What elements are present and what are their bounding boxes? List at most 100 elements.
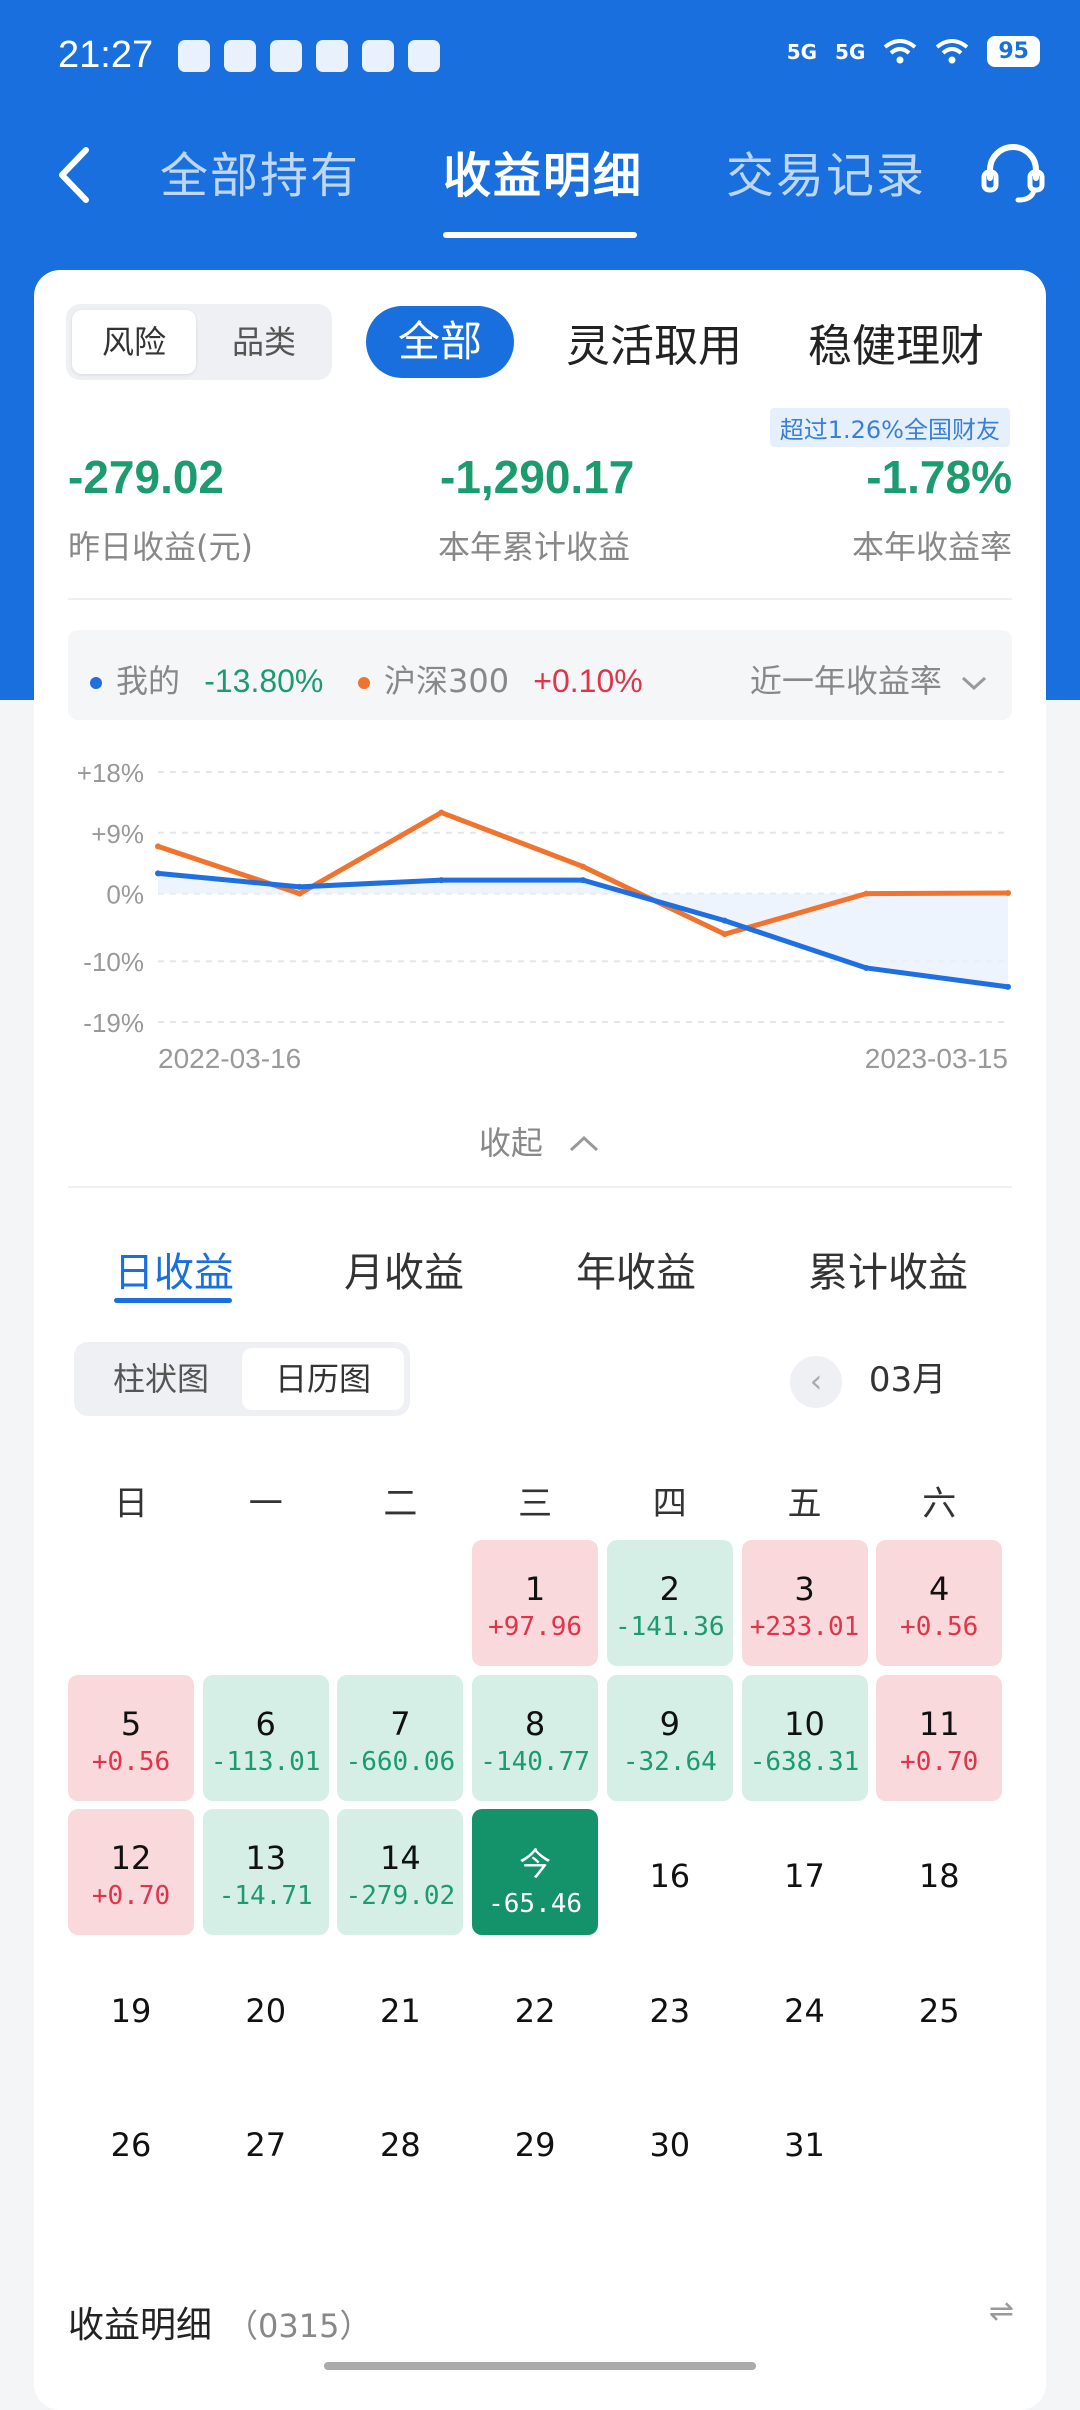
calendar-day[interactable]: 20 xyxy=(203,1944,329,2070)
period-label: 近一年收益率 xyxy=(749,662,942,700)
legend-benchmark-value: +0.10% xyxy=(533,663,643,699)
divider xyxy=(68,598,1012,600)
yesterday-earnings-value: -279.02 xyxy=(68,451,225,503)
calendar-day[interactable]: 4 +0.56 xyxy=(876,1540,1003,1666)
calendar-day[interactable]: 22 xyxy=(472,1944,598,2070)
month-navigator: ‹ 03月 xyxy=(790,1352,946,1408)
calendar-day-number: 今 xyxy=(519,1845,552,1883)
calendar-day[interactable]: 30 xyxy=(607,2078,733,2204)
calendar-day[interactable]: 16 xyxy=(607,1809,733,1935)
segment-risk[interactable]: 风险 xyxy=(72,310,196,374)
status-time: 21:27 xyxy=(58,34,154,76)
view-bar-chart[interactable]: 柱状图 xyxy=(112,1360,209,1398)
legend-benchmark-label: 沪深300 xyxy=(384,662,510,700)
active-tab-indicator xyxy=(443,232,637,238)
prev-month-button[interactable]: ‹ xyxy=(790,1355,842,1408)
legend-mine-dot xyxy=(90,677,102,689)
calendar-day[interactable]: 1 +97.96 xyxy=(472,1540,599,1666)
calendar-day[interactable]: 17 xyxy=(742,1809,868,1935)
calendar-day[interactable]: 12 +0.70 xyxy=(68,1809,194,1935)
weekday-label: 二 xyxy=(383,1484,418,1524)
segment-category[interactable]: 品类 xyxy=(231,323,296,361)
calendar-day[interactable]: 19 xyxy=(68,1944,194,2070)
calendar-day[interactable]: 14 -279.02 xyxy=(337,1809,464,1935)
calendar-day-number: 23 xyxy=(649,1991,691,2030)
calendar-day[interactable]: 10 -638.31 xyxy=(741,1674,868,1801)
calendar-day[interactable]: 23 xyxy=(607,1944,733,2070)
category-flexible[interactable]: 灵活取用 xyxy=(566,321,742,372)
tab-daily-returns[interactable]: 日收益 xyxy=(114,1250,234,1296)
calendar-day[interactable]: 13 -14.71 xyxy=(202,1809,329,1935)
calendar-day[interactable]: 3 +233.01 xyxy=(741,1540,868,1666)
calendar-day[interactable]: 31 xyxy=(742,2078,868,2204)
calendar-day[interactable]: 18 xyxy=(876,1809,1002,1935)
y-tick-label: -19% xyxy=(83,1008,144,1038)
ytd-rate-label: 本年收益率 xyxy=(851,528,1012,566)
tab-cumulative-returns[interactable]: 累计收益 xyxy=(808,1250,968,1296)
ytd-earnings-label: 本年累计收益 xyxy=(438,528,631,566)
mine-point xyxy=(580,877,586,884)
tab-transactions[interactable]: 交易记录 xyxy=(726,148,927,204)
calendar-day[interactable]: 6 -113.01 xyxy=(202,1674,329,1801)
calendar-day-number: 14 xyxy=(380,1839,421,1877)
tab-yearly-returns[interactable]: 年收益 xyxy=(576,1250,696,1296)
tab-all-holdings[interactable]: 全部持有 xyxy=(160,148,361,204)
collapse-label: 收起 xyxy=(478,1124,543,1162)
calendar-day[interactable]: 9 -32.64 xyxy=(606,1674,733,1801)
chevron-up-icon xyxy=(570,1135,599,1152)
weekday-label: 四 xyxy=(652,1484,687,1524)
mine-point xyxy=(1005,983,1011,990)
benchmark-point xyxy=(863,890,870,897)
calendar-day[interactable]: 28 xyxy=(337,2078,463,2204)
top-nav: 全部持有 收益明细 交易记录 xyxy=(0,100,1080,270)
calendar-day-earnings: -32.64 xyxy=(622,1746,717,1777)
calendar-day[interactable]: 8 -140.77 xyxy=(472,1674,599,1801)
calendar-day[interactable]: 27 xyxy=(203,2078,329,2204)
battery-icon: 95 xyxy=(987,36,1040,67)
back-arrow-icon[interactable] xyxy=(46,140,106,210)
calendar-day[interactable]: 2 -141.36 xyxy=(606,1540,733,1666)
calendar-day[interactable]: 21 xyxy=(337,1944,463,2070)
calendar-day[interactable]: 7 -660.06 xyxy=(337,1674,464,1801)
calendar-day[interactable]: 5 +0.56 xyxy=(68,1674,194,1801)
calendar-day[interactable]: 24 xyxy=(742,1944,868,2070)
swap-icon[interactable]: ⇌ xyxy=(988,2294,1014,2329)
calendar-day-earnings: -638.31 xyxy=(749,1746,860,1777)
calendar-day-number: 17 xyxy=(784,1857,825,1895)
calendar-day[interactable]: 11 +0.70 xyxy=(876,1674,1003,1801)
calendar-day-number: 9 xyxy=(659,1704,680,1743)
category-all-pill[interactable]: 全部 xyxy=(366,306,514,378)
month-label: 03月 xyxy=(868,1360,947,1400)
ytd-earnings-value: -1,290.17 xyxy=(440,451,635,503)
calendar-day[interactable]: 今 -65.46 xyxy=(472,1809,599,1935)
app-notification-icon xyxy=(408,40,440,72)
period-selector[interactable]: 近一年收益率 xyxy=(750,656,988,702)
category-stable[interactable]: 稳健理财 xyxy=(808,321,984,372)
legend-mine-value: -13.80% xyxy=(204,663,324,699)
mine-point xyxy=(863,964,870,971)
weekday-label: 五 xyxy=(787,1484,822,1524)
x-tick-label: 2023-03-15 xyxy=(865,1043,1008,1074)
calendar-day-earnings: +0.56 xyxy=(91,1746,171,1777)
tab-monthly-returns[interactable]: 月收益 xyxy=(344,1250,464,1296)
mine-area xyxy=(158,873,1008,987)
calendar-day-earnings: -141.36 xyxy=(615,1612,725,1642)
tab-earnings-detail[interactable]: 收益明细 xyxy=(443,148,644,204)
calendar-day-number: 25 xyxy=(918,1991,960,2030)
calendar-day-number: 30 xyxy=(649,2126,691,2164)
weekday-label: 一 xyxy=(248,1484,283,1524)
calendar-day[interactable]: 26 xyxy=(68,2078,194,2204)
calendar-day[interactable]: 25 xyxy=(876,1944,1002,2070)
collapse-button[interactable]: 收起 xyxy=(0,1118,1080,1164)
calendar-day-number: 21 xyxy=(380,1991,421,2030)
benchmark-point xyxy=(438,809,445,816)
calendar-day[interactable]: 29 xyxy=(472,2078,598,2204)
calendar-day-earnings: -65.46 xyxy=(488,1889,583,1919)
view-calendar[interactable]: 日历图 xyxy=(242,1348,404,1410)
calendar-day-earnings: -660.06 xyxy=(345,1746,456,1777)
customer-service-icon[interactable] xyxy=(978,138,1048,208)
legend-benchmark-dot xyxy=(358,677,370,689)
calendar-day-number: 29 xyxy=(514,2126,556,2164)
mine-point xyxy=(155,870,161,877)
rank-badge: 超过1.26%全国财友 xyxy=(769,408,1010,447)
